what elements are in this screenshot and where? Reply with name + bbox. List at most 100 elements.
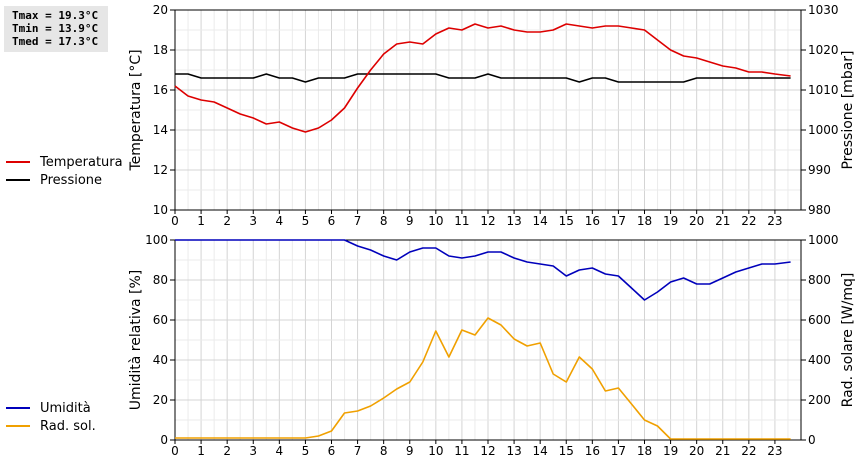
tick-label-x: 11 xyxy=(454,214,469,228)
stat-tmin: Tmin = 13.9°C xyxy=(12,22,99,35)
tick-label-x: 7 xyxy=(354,214,362,228)
tick-label-right: 980 xyxy=(808,203,831,217)
tick-label-x: 4 xyxy=(276,214,284,228)
tick-label-x: 0 xyxy=(171,214,179,228)
tick-label-x: 20 xyxy=(689,214,704,228)
tick-label-right: 1010 xyxy=(808,83,839,97)
y-axis-label-left: Umidità relativa [%] xyxy=(128,270,144,411)
tick-label-x: 14 xyxy=(533,214,548,228)
tick-label-x: 21 xyxy=(715,444,730,458)
tick-label-x: 14 xyxy=(533,444,548,458)
legend-item-temperatura: Temperatura xyxy=(6,153,123,171)
tick-label-right: 200 xyxy=(808,393,831,407)
tick-label-x: 15 xyxy=(559,214,574,228)
tick-label-right: 800 xyxy=(808,273,831,287)
tick-label-x: 8 xyxy=(380,214,388,228)
tick-label-right: 600 xyxy=(808,313,831,327)
tick-label-right: 1000 xyxy=(808,233,839,247)
tick-label-left: 100 xyxy=(145,233,168,247)
tick-label-left: 80 xyxy=(153,273,168,287)
tick-label-x: 19 xyxy=(663,214,678,228)
tick-label-x: 6 xyxy=(328,444,336,458)
tick-label-x: 3 xyxy=(249,444,257,458)
stats-box: Tmax = 19.3°C Tmin = 13.9°C Tmed = 17.3°… xyxy=(4,6,108,52)
legend-swatch-radsol xyxy=(6,425,30,427)
tick-label-x: 18 xyxy=(637,214,652,228)
tick-label-x: 9 xyxy=(406,214,414,228)
legend-item-umidita: Umidità xyxy=(6,399,91,417)
tick-label-x: 3 xyxy=(249,214,257,228)
tick-label-left: 16 xyxy=(153,83,168,97)
y-axis-label-right: Rad. solare [W/mq] xyxy=(840,273,856,408)
tick-label-x: 19 xyxy=(663,444,678,458)
tick-label-left: 18 xyxy=(153,43,168,57)
y-axis-label-right: Pressione [mbar] xyxy=(840,50,856,169)
tick-label-x: 5 xyxy=(302,444,310,458)
tick-label-x: 7 xyxy=(354,444,362,458)
y-axis-label-left: Temperatura [°C] xyxy=(128,49,144,171)
legend-label-radsol: Rad. sol. xyxy=(40,418,96,434)
legend-label-temperatura: Temperatura xyxy=(40,154,123,170)
tick-label-x: 12 xyxy=(480,214,495,228)
tick-label-x: 20 xyxy=(689,444,704,458)
series-line-temperatura xyxy=(174,23,791,133)
tick-label-right: 1030 xyxy=(808,3,839,17)
tick-label-x: 9 xyxy=(406,444,414,458)
tick-label-left: 12 xyxy=(153,163,168,177)
tick-label-x: 1 xyxy=(197,444,205,458)
tick-label-left: 0 xyxy=(160,433,168,447)
legend-item-pressione: Pressione xyxy=(6,171,123,189)
tick-label-right: 990 xyxy=(808,163,831,177)
tick-label-x: 2 xyxy=(223,214,231,228)
tick-label-x: 22 xyxy=(741,444,756,458)
legend-swatch-umidita xyxy=(6,407,30,409)
tick-label-right: 1000 xyxy=(808,123,839,137)
legend-label-pressione: Pressione xyxy=(40,172,103,188)
tick-label-right: 400 xyxy=(808,353,831,367)
tick-label-x: 16 xyxy=(585,214,600,228)
tick-label-right: 0 xyxy=(808,433,816,447)
stat-tmax: Tmax = 19.3°C xyxy=(12,9,99,22)
tick-label-left: 20 xyxy=(153,3,168,17)
series-line-umidit- xyxy=(175,239,791,301)
tick-label-x: 5 xyxy=(302,214,310,228)
tick-label-x: 16 xyxy=(585,444,600,458)
tick-label-x: 18 xyxy=(637,444,652,458)
tick-label-x: 23 xyxy=(767,214,782,228)
tick-label-x: 15 xyxy=(559,444,574,458)
tick-label-x: 10 xyxy=(428,214,443,228)
tick-label-x: 17 xyxy=(611,444,626,458)
stat-tmed: Tmed = 17.3°C xyxy=(12,35,99,48)
tick-label-x: 13 xyxy=(506,444,521,458)
tick-label-x: 23 xyxy=(767,444,782,458)
legend-item-radsol: Rad. sol. xyxy=(6,417,96,435)
tick-label-left: 14 xyxy=(153,123,168,137)
tick-label-x: 4 xyxy=(276,444,284,458)
legend-label-umidita: Umidità xyxy=(40,400,91,416)
tick-label-x: 1 xyxy=(197,214,205,228)
tick-label-x: 10 xyxy=(428,444,443,458)
series-line-pressione xyxy=(175,73,791,83)
tick-label-right: 1020 xyxy=(808,43,839,57)
tick-label-x: 12 xyxy=(480,444,495,458)
legend-swatch-pressione xyxy=(6,179,30,181)
tick-label-x: 13 xyxy=(506,214,521,228)
tick-label-left: 10 xyxy=(153,203,168,217)
tick-label-x: 8 xyxy=(380,444,388,458)
tick-label-x: 17 xyxy=(611,214,626,228)
tick-label-left: 60 xyxy=(153,313,168,327)
tick-label-left: 40 xyxy=(153,353,168,367)
tick-label-x: 21 xyxy=(715,214,730,228)
series-line-rad-sol- xyxy=(175,317,791,440)
legend-top: Temperatura Pressione xyxy=(6,153,123,189)
tick-label-x: 2 xyxy=(223,444,231,458)
tick-label-left: 20 xyxy=(153,393,168,407)
tick-label-x: 6 xyxy=(328,214,336,228)
tick-label-x: 22 xyxy=(741,214,756,228)
tick-label-x: 0 xyxy=(171,444,179,458)
legend-swatch-temperatura xyxy=(6,161,30,163)
tick-label-x: 11 xyxy=(454,444,469,458)
